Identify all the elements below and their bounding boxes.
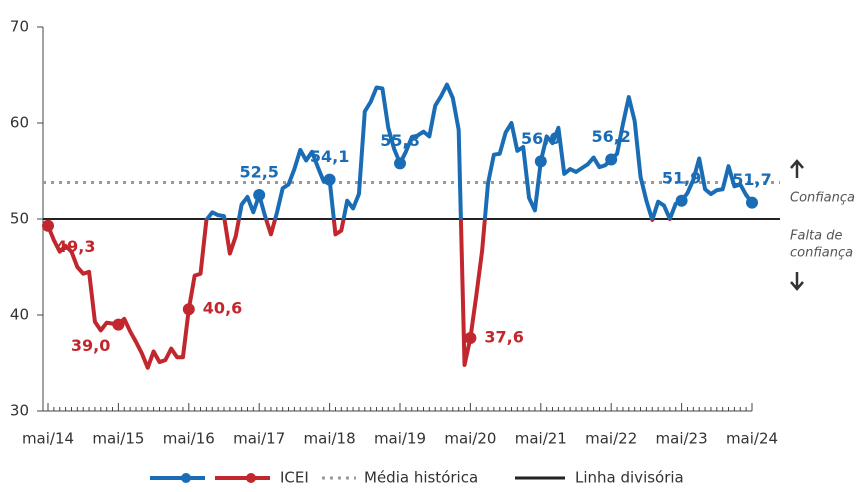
value-label: 54,1 — [310, 147, 349, 166]
legend-label: Média histórica — [364, 469, 478, 487]
x-tick-label: mai/16 — [163, 430, 215, 448]
series-line — [46, 219, 673, 370]
value-label: 56,0 — [521, 129, 560, 148]
point — [182, 303, 195, 316]
point — [746, 196, 758, 209]
y-tick-label: 60 — [10, 114, 29, 132]
annotation: Falta de — [790, 229, 843, 244]
y-tick-label: 70 — [10, 18, 29, 36]
point — [112, 318, 125, 331]
point — [675, 194, 688, 207]
value-label: 52,5 — [239, 163, 278, 182]
y-tick-label: 50 — [10, 210, 29, 228]
arrow-down — [790, 272, 804, 291]
annotation: confiança — [790, 246, 853, 261]
point — [323, 173, 336, 186]
value-label: 55,8 — [380, 131, 419, 150]
x-tick-label: mai/14 — [22, 430, 74, 448]
point — [253, 189, 266, 201]
value-label: 39,0 — [71, 336, 110, 355]
point — [42, 219, 54, 232]
legend-label: Linha divisória — [575, 469, 684, 487]
x-tick-label: mai/21 — [515, 430, 567, 448]
value-label: 49,3 — [56, 237, 95, 256]
x-tick-label: mai/19 — [374, 430, 426, 448]
x-tick-label: mai/18 — [304, 430, 356, 448]
point — [605, 153, 618, 166]
legend-dot — [181, 473, 191, 483]
legend-label: ICEI — [280, 469, 309, 487]
value-label: 51,9 — [662, 168, 701, 187]
value-label: 37,6 — [484, 328, 523, 347]
x-tick-label: mai/17 — [233, 430, 285, 448]
x-tick-label: mai/20 — [444, 430, 496, 448]
x-tick-label: mai/15 — [92, 430, 144, 448]
point — [464, 332, 477, 345]
annotation: Confiança — [790, 191, 855, 206]
value-label: 40,6 — [203, 299, 242, 318]
value-label: 51,7 — [732, 170, 771, 189]
x-tick-label: mai/22 — [585, 430, 637, 448]
x-tick-label: mai/23 — [656, 430, 708, 448]
y-tick-label: 40 — [10, 306, 29, 324]
point — [534, 155, 547, 168]
arrow-up — [790, 159, 804, 178]
x-tick-label: mai/24 — [726, 430, 778, 448]
value-label: 56,2 — [591, 127, 630, 146]
point — [394, 157, 406, 170]
y-tick-label: 30 — [10, 402, 29, 420]
legend-dot — [246, 473, 256, 483]
series-line — [204, 82, 754, 219]
